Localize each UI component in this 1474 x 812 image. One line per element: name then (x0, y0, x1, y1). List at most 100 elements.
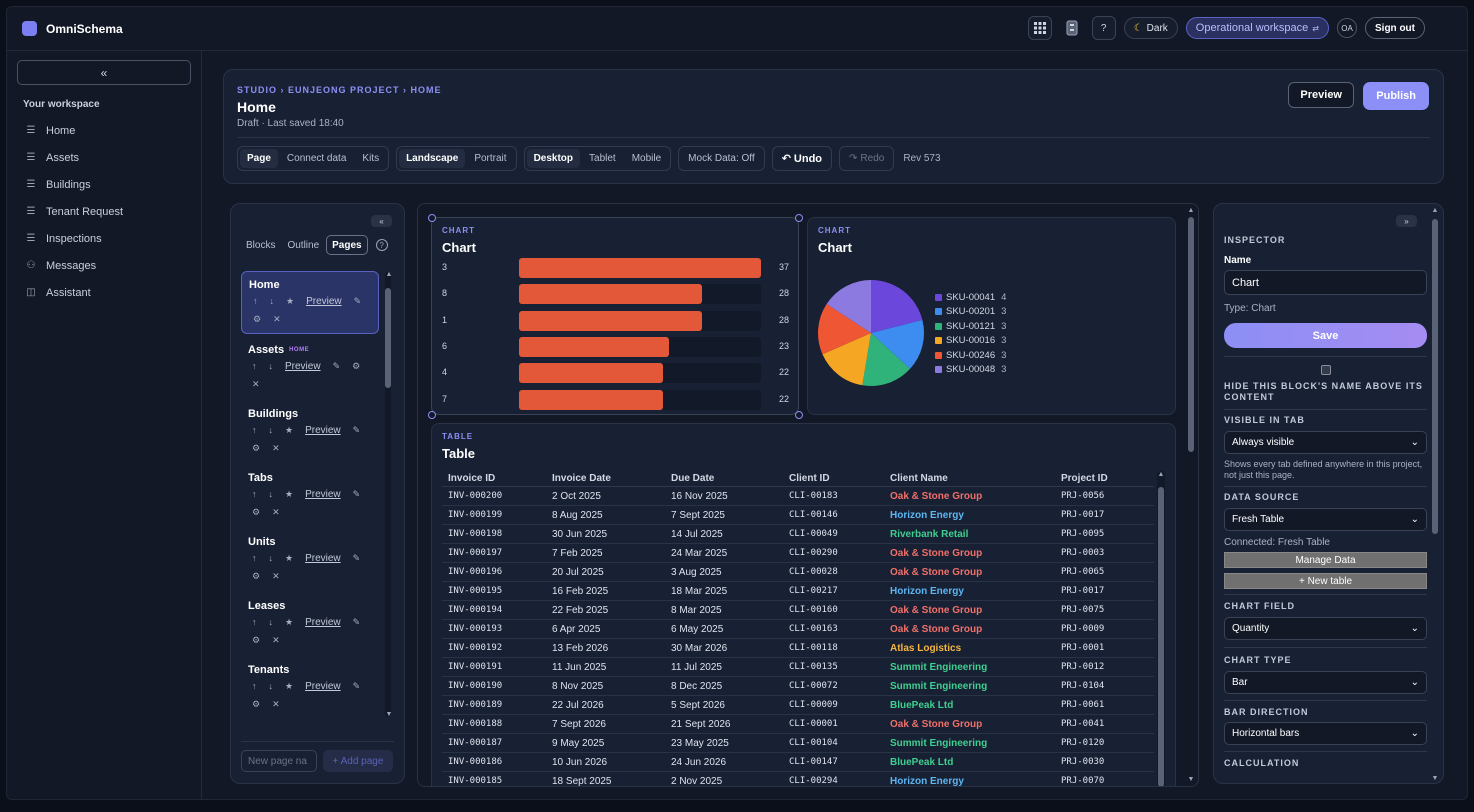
column-header[interactable]: Client Name (890, 472, 948, 484)
tab-portrait[interactable]: Portrait (474, 153, 507, 164)
table-row[interactable]: INV-000188 7 Sept 2026 21 Sept 2026 CLI-000… (442, 715, 1154, 734)
sidebar-item-assets[interactable]: ☰ Assets (25, 144, 123, 171)
move-down-icon[interactable]: ↓ (268, 681, 274, 691)
column-header[interactable]: Due Date (671, 472, 715, 484)
sidebar-collapse-button[interactable]: « (17, 60, 191, 85)
mock-data-toggle[interactable]: Mock Data: Off (678, 146, 765, 171)
bar[interactable] (519, 258, 761, 278)
resize-handle[interactable] (428, 214, 436, 222)
pie-slice[interactable] (862, 333, 910, 386)
tab-landscape[interactable]: Landscape (399, 149, 466, 168)
table-row[interactable]: INV-000185 18 Sept 2025 2 Nov 2025 CLI-0029… (442, 772, 1154, 787)
page-item[interactable]: Home ↑ ↓ ★ Preview ✎ ⚙ ✕ (241, 271, 379, 334)
move-up-icon[interactable]: ↑ (252, 681, 257, 691)
bar[interactable] (519, 336, 670, 357)
table-row[interactable]: INV-000193 6 Apr 2025 6 May 2025 CLI-00163 O… (442, 620, 1154, 639)
edit-icon[interactable]: ✎ (352, 424, 361, 435)
visible-in-tab-select[interactable]: Always visible ⌄ (1224, 431, 1427, 454)
move-down-icon[interactable]: ↓ (268, 361, 274, 371)
delete-icon[interactable]: ✕ (272, 442, 280, 453)
sidebar-item-tenant-request[interactable]: ☰ Tenant Request (25, 198, 124, 225)
sign-out-button[interactable]: Sign out (1365, 17, 1425, 39)
tab-kits[interactable]: Kits (362, 153, 380, 164)
set-home-icon[interactable]: ★ (285, 680, 294, 691)
set-home-icon[interactable]: ★ (285, 552, 294, 563)
delete-icon[interactable]: ✕ (272, 698, 280, 709)
pie-slice[interactable] (818, 304, 871, 355)
table-row[interactable]: INV-000197 7 Feb 2025 24 Mar 2025 CLI-00290… (442, 544, 1154, 563)
chart-type-select[interactable]: Bar ⌄ (1224, 671, 1427, 694)
undo-button[interactable]: ↶ Undo (771, 146, 833, 171)
device-button[interactable] (1060, 16, 1084, 40)
theme-toggle[interactable]: ☾ Dark (1123, 17, 1178, 39)
page-preview-link[interactable]: Preview (305, 424, 341, 436)
tab-mobile[interactable]: Mobile (631, 153, 662, 164)
resize-handle[interactable] (428, 411, 436, 419)
help-icon[interactable]: ? (375, 239, 388, 251)
delete-icon[interactable]: ✕ (272, 570, 280, 581)
tab-blocks[interactable]: Blocks (246, 239, 276, 251)
canvas-scrollbar[interactable]: ▲ ▼ (1187, 207, 1195, 783)
gear-icon[interactable]: ⚙ (253, 313, 262, 324)
set-home-icon[interactable]: ★ (285, 424, 294, 435)
tab-desktop[interactable]: Desktop (526, 149, 581, 168)
bar-direction-select[interactable]: Horizontal bars ⌄ (1224, 722, 1427, 745)
new-page-input[interactable]: New page na (241, 750, 317, 772)
publish-button[interactable]: Publish (1363, 82, 1429, 110)
tab-connect-data[interactable]: Connect data (286, 153, 347, 164)
page-item[interactable]: Tabs ↑ ↓ ★ Preview ✎ ⚙ ✕ (241, 465, 379, 526)
new-table-button[interactable]: + New table (1224, 573, 1427, 589)
page-item[interactable]: Assets HOME ↑ ↓ Preview ✎ ⚙ ✕ (241, 337, 379, 398)
resize-handle[interactable] (795, 214, 803, 222)
page-preview-link[interactable]: Preview (305, 680, 341, 692)
page-preview-link[interactable]: Preview (305, 552, 341, 564)
inspector-scrollbar[interactable]: ▲ ▼ (1431, 207, 1439, 782)
workspace-switcher[interactable]: Operational workspace ⇄ (1185, 17, 1329, 39)
move-up-icon[interactable]: ↑ (252, 617, 257, 627)
move-down-icon[interactable]: ↓ (268, 617, 274, 627)
page-preview-link[interactable]: Preview (305, 616, 341, 628)
delete-icon[interactable]: ✕ (273, 313, 281, 324)
sidebar-item-messages[interactable]: ⚇ Messages (25, 252, 123, 279)
name-input[interactable]: Chart (1224, 270, 1427, 295)
move-up-icon[interactable]: ↑ (252, 361, 257, 371)
table-row[interactable]: INV-000199 8 Aug 2025 7 Sept 2025 CLI-00146… (442, 506, 1154, 525)
bar[interactable] (519, 310, 703, 331)
tab-tablet[interactable]: Tablet (589, 153, 616, 164)
move-up-icon[interactable]: ↑ (252, 425, 257, 435)
scrollbar-thumb[interactable] (385, 288, 391, 388)
table-row[interactable]: INV-000191 11 Jun 2025 11 Jul 2025 CLI-0013… (442, 658, 1154, 677)
column-header[interactable]: Invoice Date (552, 472, 611, 484)
sidebar-item-buildings[interactable]: ☰ Buildings (25, 171, 123, 198)
redo-button[interactable]: ↷ Redo (839, 146, 895, 171)
gear-icon[interactable]: ⚙ (252, 698, 261, 709)
sidebar-item-home[interactable]: ☰ Home (25, 117, 123, 144)
edit-icon[interactable]: ✎ (352, 488, 361, 499)
save-button[interactable]: Save (1224, 323, 1427, 348)
pie-slice[interactable] (826, 280, 871, 333)
delete-icon[interactable]: ✕ (272, 634, 280, 645)
scrollbar-thumb[interactable] (1432, 219, 1438, 534)
gear-icon[interactable]: ⚙ (252, 570, 261, 581)
move-down-icon[interactable]: ↓ (268, 489, 274, 499)
gear-icon[interactable]: ⚙ (252, 442, 261, 453)
inspector-collapse-button[interactable]: » (1396, 215, 1417, 227)
pie-slice[interactable] (871, 319, 924, 369)
table-row[interactable]: INV-000189 22 Jul 2026 5 Sept 2026 CLI-0000… (442, 696, 1154, 715)
sidebar-item-assistant[interactable]: ◫ Assistant (25, 279, 123, 306)
page-item[interactable]: Units ↑ ↓ ★ Preview ✎ ⚙ ✕ (241, 529, 379, 590)
table-row[interactable]: INV-000196 20 Jul 2025 3 Aug 2025 CLI-00028… (442, 563, 1154, 582)
pie-chart-block[interactable]: CHART Chart SKU-00041 4 SKU-00201 3 SKU-0012… (807, 217, 1176, 415)
page-preview-link[interactable]: Preview (305, 488, 341, 500)
hide-name-checkbox[interactable] (1320, 365, 1331, 375)
table-scrollbar[interactable]: ▲ (1157, 471, 1165, 786)
chart-field-select[interactable]: Quantity ⌄ (1224, 617, 1427, 640)
panel-collapse-button[interactable]: « (371, 215, 392, 227)
scrollbar-thumb[interactable] (1158, 487, 1164, 786)
edit-icon[interactable]: ✎ (352, 680, 361, 691)
table-row[interactable]: INV-000190 8 Nov 2025 8 Dec 2025 CLI-00072 S… (442, 677, 1154, 696)
table-block[interactable]: TABLE Table Invoice ID Invoice Date Due Da… (431, 423, 1176, 787)
bar-chart-block[interactable]: CHART Chart 3 37 8 28 1 28 6 23 4 22 7 22 (431, 217, 799, 415)
page-item[interactable]: Leases ↑ ↓ ★ Preview ✎ ⚙ ✕ (241, 593, 379, 654)
data-source-select[interactable]: Fresh Table ⌄ (1224, 508, 1427, 531)
